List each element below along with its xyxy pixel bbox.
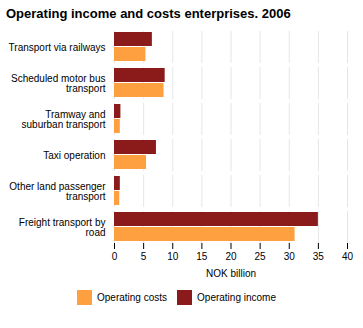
html-text:Operating income: Operating income [197, 292, 276, 303]
svg-text:40: 40 [342, 251, 354, 262]
svg-text:35: 35 [313, 251, 325, 262]
svg-text:Tramway andsuburban transport: Tramway andsuburban transport [22, 109, 106, 130]
svg-text:Freight transport byroad: Freight transport byroad [19, 217, 106, 238]
svg-text:20: 20 [225, 251, 237, 262]
svg-text:15: 15 [196, 251, 208, 262]
svg-text:Transport via railways: Transport via railways [9, 42, 106, 53]
svg-text:0: 0 [112, 251, 118, 262]
svg-text:30: 30 [284, 251, 296, 262]
svg-text:25: 25 [255, 251, 267, 262]
svg-text:Other land passengertransport: Other land passengertransport [9, 181, 106, 202]
svg-text:Taxi operation: Taxi operation [43, 150, 105, 161]
html-text:Operating costs: Operating costs [97, 292, 167, 303]
html-text:Operating income and costs ent: Operating income and costs enterprises. … [6, 6, 291, 21]
svg-text:5: 5 [141, 251, 147, 262]
svg-text:NOK billion: NOK billion [206, 268, 256, 279]
svg-text:Scheduled motor bustransport: Scheduled motor bustransport [11, 73, 106, 94]
svg-text:10: 10 [167, 251, 179, 262]
